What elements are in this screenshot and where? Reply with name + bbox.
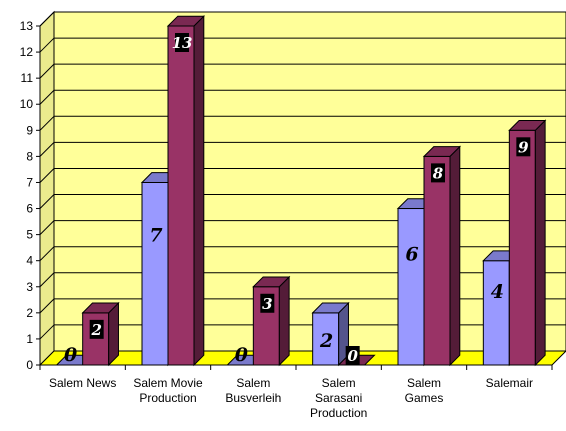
y-tick-label: 7 — [26, 175, 33, 189]
data-label: 0 — [235, 344, 248, 366]
y-tick-label: 4 — [26, 254, 33, 268]
bar-top — [81, 302, 120, 314]
data-label: 6 — [405, 243, 418, 265]
y-tick-label: 0 — [26, 358, 33, 372]
gridline-side — [39, 115, 55, 131]
data-label: 7 — [149, 225, 162, 247]
bar-side — [193, 14, 205, 367]
y-tick-label: 6 — [26, 202, 33, 216]
gridline-side — [39, 220, 55, 235]
y-tick-label: 3 — [26, 280, 33, 294]
y-tick-label: 11 — [21, 71, 34, 85]
category-label: Salem Busverleih — [225, 376, 281, 405]
y-tick-label: 1 — [26, 332, 33, 346]
data-label-bg — [345, 346, 360, 365]
bar-side — [534, 119, 546, 367]
bar: 2 — [81, 301, 120, 367]
data-label: 0 — [64, 344, 77, 366]
gridline-side — [39, 89, 55, 105]
gridline-side — [39, 142, 55, 157]
data-label: 9 — [518, 138, 529, 156]
bar-front — [167, 25, 195, 366]
data-label: 8 — [433, 164, 444, 182]
data-label-bg — [431, 163, 445, 183]
y-tick-label: 10 — [20, 97, 34, 111]
data-label-bg — [89, 319, 104, 339]
y-tick-label: 2 — [26, 306, 33, 320]
category-label: Salem Movie Production — [133, 376, 203, 405]
bar-top — [311, 302, 350, 314]
bar-front — [423, 155, 451, 366]
category-label: Salem News — [49, 376, 116, 390]
gridline-side — [39, 194, 55, 209]
y-tick-label: 5 — [26, 228, 33, 242]
gridline-side — [39, 246, 55, 262]
bar-side — [278, 275, 290, 367]
gridline-side — [39, 37, 55, 53]
gridline-side — [39, 298, 55, 314]
data-label: 0 — [347, 347, 358, 365]
data-label: 3 — [262, 295, 272, 313]
gridline-side — [39, 272, 55, 288]
bar: 8 — [422, 145, 462, 367]
bar-front — [141, 181, 169, 366]
bar: 0 — [337, 346, 376, 366]
bar-side — [108, 301, 119, 367]
bar-top — [508, 120, 547, 131]
data-label-bg — [260, 293, 275, 313]
y-tick-label: 8 — [26, 149, 33, 163]
data-label-bg — [175, 33, 189, 52]
bar-top — [252, 276, 291, 288]
bar-front — [397, 208, 425, 366]
bar-front — [508, 129, 536, 366]
category-label: Salemair — [486, 376, 533, 390]
bar: 9 — [508, 119, 547, 367]
y-tick-label: 12 — [20, 45, 34, 59]
bar-front — [482, 260, 510, 366]
data-label: 13 — [172, 34, 193, 52]
y-tick-label: 9 — [26, 123, 33, 137]
gridline-side — [39, 63, 55, 79]
bar: 2 — [311, 301, 350, 367]
data-label: 2 — [90, 321, 101, 339]
y-tick-label: 13 — [20, 19, 34, 33]
category-label: Salem Sarasani Production — [310, 376, 367, 420]
gridline-side — [39, 324, 55, 340]
data-label-bg — [516, 137, 531, 157]
data-label: 2 — [319, 330, 333, 352]
gridline-side — [39, 11, 55, 27]
bar-side — [449, 145, 461, 367]
back-wall — [53, 11, 566, 352]
bar: 13 — [166, 14, 206, 367]
side-wall — [39, 10, 55, 367]
bar: 3 — [252, 275, 291, 367]
gridline-side — [39, 168, 55, 183]
bar-top — [166, 15, 206, 27]
category-label: Salem Games — [405, 376, 444, 405]
data-label: 4 — [491, 281, 504, 303]
bar-top — [422, 146, 462, 157]
